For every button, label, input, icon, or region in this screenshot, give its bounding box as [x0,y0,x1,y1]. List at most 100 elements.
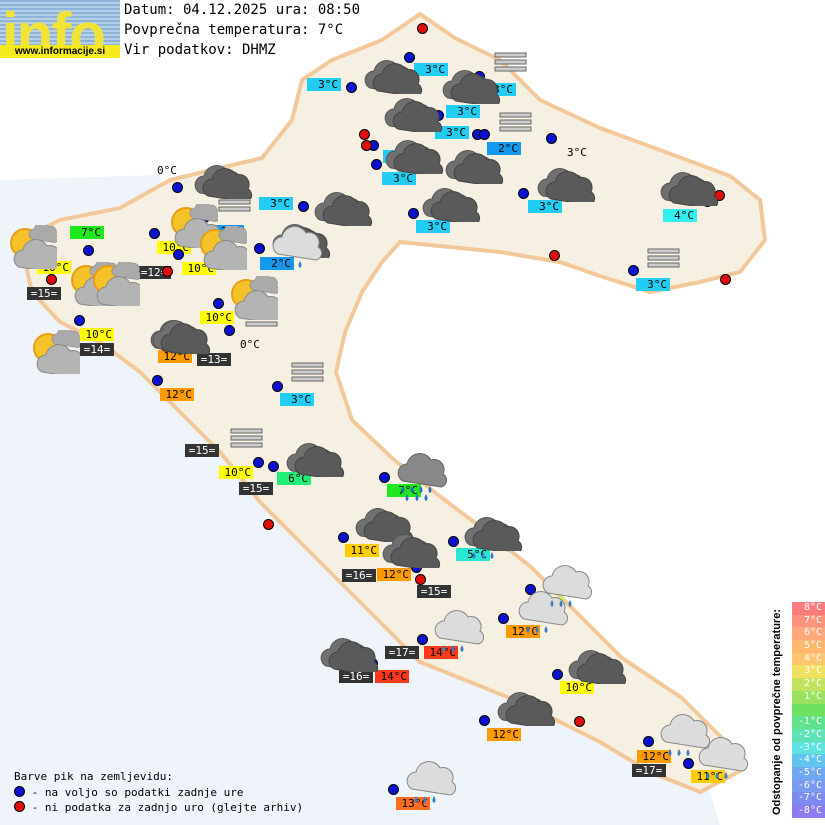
fog-icon [230,428,264,452]
station-dot[interactable] [552,669,563,680]
station-dot[interactable] [379,472,390,483]
station-dot[interactable] [173,249,184,260]
temperature-label: 3°C [567,146,587,159]
sea-temperature-label: =15= [417,585,451,598]
heavy-rain-icon [395,451,448,509]
station-dot[interactable] [46,274,57,285]
rain-icon [696,735,749,793]
cloudy-icon [192,163,254,203]
station-dot[interactable] [720,274,731,285]
legend-title: Barve pik na zemljevidu: [14,770,173,783]
deviation-scale: 8°C 7°C 6°C 5°C 4°C 3°C 2°C 1°C -1°C -2°C -3°C -4°C… [792,602,825,818]
station-dot[interactable] [162,266,173,277]
station-dot[interactable] [518,188,529,199]
station-dot[interactable] [298,201,309,212]
scale-step: -5°C [792,766,825,780]
station-dot[interactable] [213,298,224,309]
station-dot[interactable] [498,613,509,624]
station-dot[interactable] [224,325,235,336]
date-line: Datum: 04.12.2025 ura: 08:50 [124,2,361,18]
cloudy-icon [495,690,557,730]
station-dot[interactable] [525,584,536,595]
temperature-label: 7°C [70,226,104,239]
cloudy-icon [382,96,444,136]
station-dot[interactable] [152,375,163,386]
logo-url[interactable]: www.informacije.si [0,45,120,58]
blue-dot-icon [14,786,25,797]
scale-step: 3°C [792,665,825,679]
station-dot[interactable] [479,715,490,726]
station-dot[interactable] [415,574,426,585]
station-dot[interactable] [361,140,372,151]
station-dot[interactable] [628,265,639,276]
scale-step: -6°C [792,779,825,793]
temperature-label: 14°C [424,646,458,659]
temperature-label: 10°C [219,466,253,479]
temperature-label: 12°C [377,568,411,581]
temperature-label: 0°C [240,338,260,351]
station-dot[interactable] [448,536,459,547]
station-dot[interactable] [263,519,274,530]
cloudy-icon [535,166,597,206]
station-dot[interactable] [254,243,265,254]
station-dot[interactable] [404,52,415,63]
station-dot[interactable] [359,129,370,140]
sea-temperature-label: =13= [197,353,231,366]
cloudy-icon [462,515,524,555]
station-dot[interactable] [272,381,283,392]
scale-step: -8°C [792,805,825,818]
temperature-label: 3°C [528,200,562,213]
temperature-label: 3°C [259,197,293,210]
temperature-label: 3°C [414,63,448,76]
station-dot[interactable] [346,82,357,93]
cloudy-icon [284,441,346,481]
station-dot[interactable] [149,228,160,239]
logo[interactable]: info www.informacije.si [0,0,120,58]
temperature-label: 3°C [416,220,450,233]
station-dot[interactable] [417,23,428,34]
legend-no-data: - ni podatka za zadnjo uro (glejte arhiv… [14,801,303,814]
station-dot[interactable] [338,532,349,543]
red-dot-icon [14,801,25,812]
scale-step: -3°C [792,741,825,755]
temperature-label: 11°C [345,544,379,557]
cloudy-icon [380,532,442,572]
station-dot[interactable] [479,129,490,140]
station-dot[interactable] [83,245,94,256]
sea-temperature-label: =15= [185,444,219,457]
scale-step: 8°C [792,602,825,615]
cloudy-icon [318,636,380,676]
scale-step: 1°C [792,690,825,704]
scale-step: -1°C [792,716,825,729]
temperature-label: 3°C [382,172,416,185]
scale-step: -7°C [792,792,825,805]
cloudy-icon [150,318,212,358]
station-dot[interactable] [417,634,428,645]
cloudy-icon [312,190,374,230]
average-temperature: Povprečna temperatura: 7°C [124,22,344,38]
cloudy-icon [566,648,628,688]
partly-sunny-icon [226,273,285,325]
partly-sunny-icon [195,223,254,275]
sea-temperature-label: =15= [27,287,61,300]
station-dot[interactable] [546,133,557,144]
station-dot[interactable] [268,461,279,472]
temperature-label: 3°C [435,126,469,139]
station-dot[interactable] [643,736,654,747]
station-dot[interactable] [549,250,560,261]
station-dot[interactable] [172,182,183,193]
station-dot[interactable] [683,758,694,769]
sea-temperature-label: =15= [239,482,273,495]
station-dot[interactable] [253,457,264,468]
station-dot[interactable] [574,716,585,727]
temperature-label: 3°C [307,78,341,91]
scale-step [792,703,825,717]
sea-temperature-label: =17= [385,646,419,659]
rain-icon [516,589,569,647]
station-dot[interactable] [371,159,382,170]
station-dot[interactable] [74,315,85,326]
station-dot[interactable] [408,208,419,219]
temperature-label: 3°C [636,278,670,291]
station-dot[interactable] [388,784,399,795]
